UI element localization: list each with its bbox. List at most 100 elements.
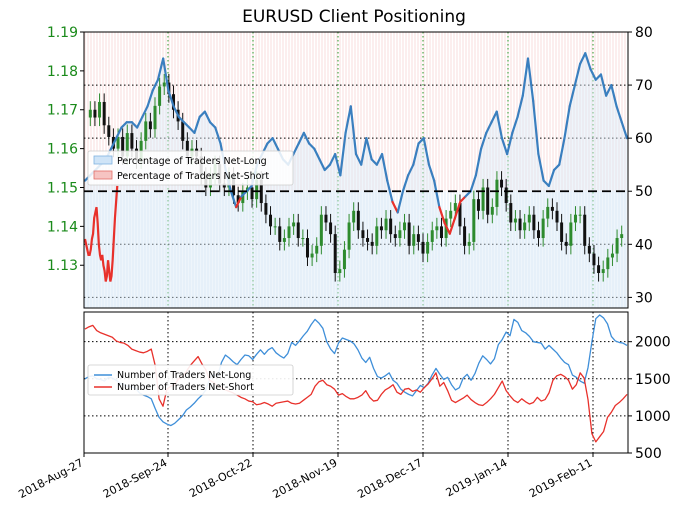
candle-body <box>338 269 342 274</box>
candle-body <box>490 206 494 215</box>
candle-body <box>107 125 111 137</box>
trader-count-axis: 2000 1500 1000 500 <box>628 335 671 462</box>
candle-body <box>333 234 337 274</box>
candle-body <box>610 253 614 258</box>
count-tick-label: 1500 <box>635 372 671 388</box>
candle-body <box>416 234 420 242</box>
candle-body <box>555 210 559 223</box>
top-panel: 1.19 1.18 1.17 1.16 1.15 1.14 1.13 80 70 60 50 40 3… <box>47 25 653 309</box>
percentage-line-segment <box>120 121 128 129</box>
bottom-legend-box <box>87 364 294 396</box>
candle-body <box>389 218 393 235</box>
percentage-line-segment <box>156 57 165 81</box>
percentage-line-segment <box>193 115 201 134</box>
price-tick-label: 1.13 <box>47 258 78 274</box>
candle-body <box>439 226 443 239</box>
candle-body <box>153 105 157 130</box>
net-short-legend-label: Percentage of Traders Net-Short <box>117 171 269 182</box>
percentage-line-segment <box>552 163 561 172</box>
percentage-line-segment <box>344 105 352 134</box>
date-tick-label: 2018-Nov-19 <box>271 456 340 501</box>
candle-body <box>398 230 402 239</box>
candle-body <box>504 187 508 204</box>
percentage-line-segment <box>323 163 332 172</box>
date-tick-label: 2019-Feb-11 <box>527 456 594 500</box>
candle-body <box>537 230 541 239</box>
percentage-line-segment <box>532 99 540 156</box>
percentage-line-segment <box>589 68 597 81</box>
candle-body <box>305 238 309 258</box>
candle-body <box>486 187 490 215</box>
candle-body <box>573 214 577 223</box>
candle-body <box>467 241 471 246</box>
candle-body <box>356 210 360 231</box>
candle-body <box>301 238 305 240</box>
percentage-line-segment <box>130 121 139 129</box>
percentage-line-segment <box>109 137 118 150</box>
price-tick-label: 1.17 <box>47 103 78 119</box>
percentage-line-segment <box>172 105 180 119</box>
percentage-line-segment <box>339 131 347 177</box>
percentage-tick-label: 60 <box>635 131 653 147</box>
percentage-line-segment <box>578 52 587 65</box>
net-long-area-fill <box>85 53 627 308</box>
candle-body <box>564 241 568 246</box>
candle-body <box>116 136 120 149</box>
percentage-line-segment <box>235 195 243 209</box>
candle-body <box>523 222 527 231</box>
percentage-line-segment <box>427 163 436 182</box>
percentage-line-segment <box>198 110 206 119</box>
date-tick-label: 2018-Sep-24 <box>101 456 170 501</box>
candle-body <box>310 253 314 258</box>
percentage-tick-label: 40 <box>635 237 653 253</box>
net-long-swatch <box>93 155 113 165</box>
candle-body <box>430 230 434 242</box>
percentage-tick-label: 80 <box>635 25 653 41</box>
percentage-line-segment <box>313 147 321 161</box>
candle-body <box>361 230 365 239</box>
candle-body <box>185 140 189 157</box>
candle-body <box>615 238 619 254</box>
percentage-line-segment <box>537 152 545 182</box>
percentage-line-segment <box>203 110 212 124</box>
top-legend-box <box>87 150 294 186</box>
percentage-line-segment <box>386 179 394 203</box>
candle-body <box>232 175 236 196</box>
percentage-line-segment <box>474 147 483 177</box>
percentage-line-segment <box>292 142 300 156</box>
percentage-line-segment <box>412 142 420 166</box>
percentage-line-segment <box>599 73 608 97</box>
candle-body <box>407 222 411 246</box>
price-tick-label: 1.16 <box>47 142 78 158</box>
percentage-axis: 80 70 60 50 40 30 <box>628 25 653 306</box>
candle-body <box>500 179 504 188</box>
percentage-line-segment <box>506 131 514 156</box>
percentage-line-segment <box>354 152 363 166</box>
percentage-line-segment <box>370 158 378 166</box>
percentage-line-segment <box>318 158 326 172</box>
percentage-line-segment <box>177 115 186 124</box>
candle-body <box>324 214 328 223</box>
candle-body <box>481 187 485 211</box>
candle-body <box>379 226 383 231</box>
candle-body <box>121 136 125 157</box>
candle-body <box>393 234 397 239</box>
candle-body <box>255 179 259 200</box>
price-tick-label: 1.15 <box>47 180 78 196</box>
candle-body <box>384 218 388 231</box>
percentage-line-segment <box>360 137 368 166</box>
candle-body <box>88 109 92 118</box>
percentage-line-segment <box>620 121 629 140</box>
candle-body <box>93 109 97 118</box>
candle-body <box>518 218 522 231</box>
candle-body <box>315 245 319 254</box>
trader-count-line <box>84 314 628 427</box>
bottom-legend: Number of Traders Net-Long Number of Tra… <box>87 364 294 396</box>
bottom-panel: 2000 1500 1000 500 Number of Traders Net-Lo… <box>83 311 671 462</box>
net-short-percentage-line <box>83 185 119 282</box>
price-tick-label: 1.14 <box>47 219 78 235</box>
candle-body <box>435 226 439 231</box>
net-long-area <box>85 53 627 308</box>
percentage-line-segment <box>391 200 399 214</box>
candle-body <box>463 226 467 246</box>
